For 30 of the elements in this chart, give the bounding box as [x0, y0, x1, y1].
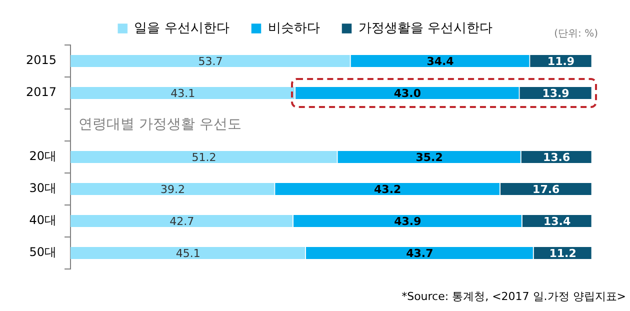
- y-tick-label: 40대: [29, 213, 57, 228]
- text: (단위: %): [554, 28, 598, 40]
- data-label: 43.2: [374, 182, 402, 196]
- text: *Source: 통계청, <2017 일.가정 양립지표>: [402, 290, 626, 303]
- data-label: 35.2: [416, 150, 443, 164]
- data-label: 43.9: [394, 214, 422, 228]
- data-label: 11.2: [549, 246, 576, 260]
- legend-label: 비슷하다: [268, 20, 320, 36]
- y-tick-label: 2015: [26, 53, 57, 68]
- y-tick-label: 50대: [29, 245, 57, 260]
- data-label: 11.9: [547, 54, 575, 68]
- data-label: 43.7: [406, 246, 434, 260]
- y-tick-label: 20대: [29, 149, 57, 164]
- data-label: 17.6: [532, 182, 560, 196]
- annotation: 연령대별 가정생활 우선도: [78, 116, 242, 133]
- data-label: 42.7: [170, 214, 194, 228]
- y-tick-label: 2017: [26, 85, 57, 100]
- legend-label: 일을 우선시한다: [134, 20, 230, 36]
- data-label: 34.4: [426, 54, 454, 68]
- data-label: 13.4: [543, 214, 571, 228]
- data-label: 53.7: [198, 54, 223, 68]
- data-label: 45.1: [176, 246, 200, 260]
- data-label: 51.2: [192, 150, 216, 164]
- data-label: 43.1: [170, 86, 196, 100]
- data-label: 13.9: [542, 86, 570, 100]
- data-label: 43.0: [394, 86, 422, 100]
- data-label: 39.2: [160, 182, 185, 196]
- legend-label: 가정생활을 우선시한다: [358, 20, 492, 36]
- y-tick-label: 30대: [29, 181, 57, 196]
- data-label: 13.6: [542, 150, 570, 164]
